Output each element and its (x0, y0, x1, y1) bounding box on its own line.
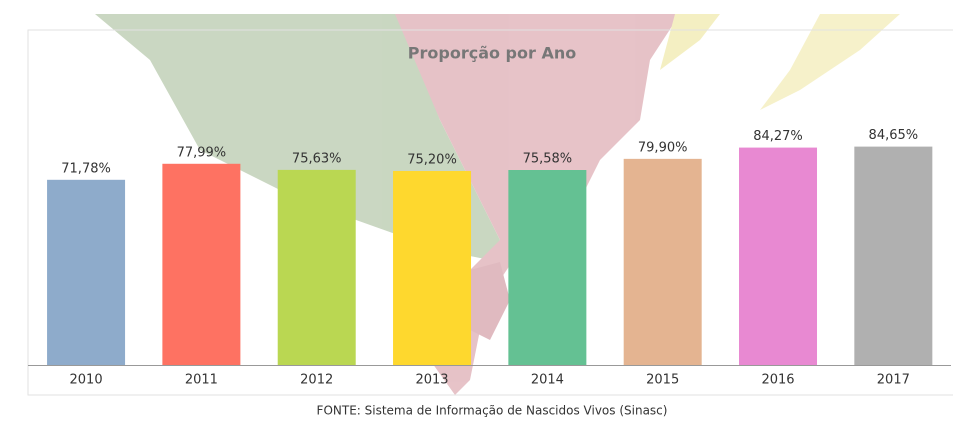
bar (739, 147, 818, 365)
value-label: 75,58% (523, 152, 573, 167)
x-tick-label: 2015 (646, 373, 679, 388)
source-note: FONTE: Sistema de Informação de Nascidos… (317, 404, 668, 418)
value-label: 71,78% (61, 161, 111, 176)
value-label: 75,20% (407, 152, 457, 167)
bar (393, 170, 472, 365)
value-label: 84,65% (869, 128, 919, 143)
x-tick-label: 2017 (877, 373, 910, 388)
bar (854, 146, 933, 365)
bar (277, 169, 356, 365)
x-tick-label: 2010 (70, 373, 103, 388)
value-label: 77,99% (177, 145, 227, 160)
value-label: 84,27% (753, 129, 803, 144)
value-label: 79,90% (638, 140, 688, 155)
panel-border (27, 29, 953, 396)
x-tick-label: 2011 (185, 373, 218, 388)
bar (162, 163, 241, 365)
value-label: 75,63% (292, 151, 342, 166)
chart-title: Proporção por Ano (408, 44, 576, 63)
x-tick-label: 2016 (761, 373, 794, 388)
x-tick-label: 2012 (300, 373, 333, 388)
x-tick-label: 2014 (531, 373, 564, 388)
bar (47, 179, 126, 365)
map-region-yellow (660, 14, 720, 70)
map-region-red (470, 262, 510, 340)
map-region-yellow (760, 14, 900, 110)
bar (623, 158, 702, 365)
bar (508, 170, 587, 365)
x-tick-label: 2013 (415, 373, 448, 388)
